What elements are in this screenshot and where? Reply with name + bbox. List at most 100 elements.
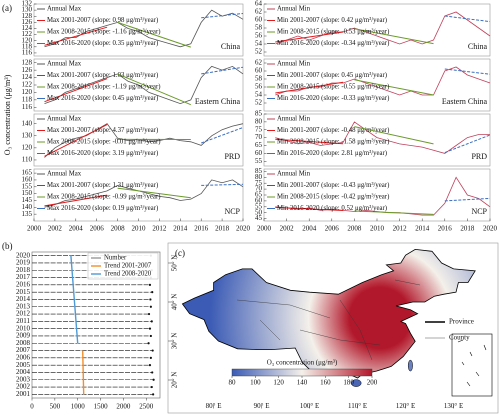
y-tick-label: 64 [255, 0, 263, 8]
x-tick-label: 0 [30, 403, 34, 411]
y-tick-label: 126 [22, 18, 33, 26]
y-tick-label: 60 [255, 149, 263, 157]
series-line [44, 26, 108, 46]
series-line [201, 66, 244, 75]
y-tick-label: 2011 [16, 317, 30, 325]
x-tick-label: 2000 [257, 225, 272, 233]
y-tick-label: 2020 [16, 251, 31, 259]
x-tick-label: 2000 [116, 403, 131, 411]
y-tick-label: 118 [22, 95, 33, 103]
legend-label: Max 2016-2020 (slope: 0.45 μg/m³/year) [47, 95, 158, 102]
legend-label: Annual Max [47, 6, 82, 13]
number-dot [149, 298, 152, 301]
series-line [275, 31, 344, 43]
legend-label: Max 2008-2015 (slope: -0.01 μg/m³/year) [47, 139, 160, 146]
y-tick-label: 2019 [16, 259, 31, 267]
y-tick-label: 45 [255, 214, 263, 222]
legend-label: Annual Min [277, 6, 311, 13]
taiwan [407, 359, 413, 372]
y-tick-label: 2007 [16, 346, 31, 354]
number-dot [151, 371, 154, 374]
region-label: Eastern China [195, 97, 241, 106]
y-tick-label: 2003 [16, 375, 31, 383]
y-tick-label: 2012 [16, 310, 31, 318]
colorbar-tick-label: 80 [229, 379, 237, 387]
number-dot [148, 283, 152, 286]
y-tick-label: 52 [255, 48, 263, 56]
y-tick-label: 62 [255, 59, 263, 67]
series-line [44, 65, 244, 105]
legend-label: Max 2008-2015 (slope: -1.16 μg/m³/year) [47, 29, 160, 36]
legend-label: Min 2008-2015 (slope: -1.58 μg/m³/year) [277, 139, 389, 146]
y-tick-label: 2016 [16, 280, 31, 288]
series-line [354, 210, 434, 215]
x-tick-label: 2010 [370, 225, 385, 233]
region-label: PRD [224, 152, 240, 161]
x-tick-label: 2008 [111, 225, 126, 233]
legend-label: Min 2001-2007 (slope: 0.45 μg/m³/year) [277, 72, 387, 79]
legend-label: Max 2001-2007 (slope: 0.98 μg/m³/year) [47, 17, 158, 24]
y-tick-label: 2004 [16, 368, 31, 376]
legend-label: Min 2001-2007 (slope: -0.43 μg/m³/year) [277, 182, 389, 189]
x-tick-label: 2004 [69, 225, 84, 233]
colorbar-tick-label: 200 [367, 379, 378, 387]
legend-label: Trend 2008-2020 [104, 271, 152, 278]
series-line [444, 197, 491, 202]
y-tick-label: 60 [255, 16, 263, 24]
number-dot [151, 349, 154, 352]
series-line [44, 194, 108, 207]
x-tick-label: 1500 [94, 403, 109, 411]
series-line [201, 127, 244, 144]
x-tick-label: 2016 [438, 225, 453, 233]
y-tick-label: 70 [255, 133, 263, 141]
number-dot [152, 393, 155, 396]
x-tick-label: 2020 [483, 225, 498, 233]
y-tick-label: 65 [255, 141, 263, 149]
series-line [44, 78, 108, 103]
y-tick-label: 70 [255, 185, 263, 193]
hainan [350, 379, 362, 387]
legend-label: Min 2016-2020 (slope: 0.52 μg/m³/year) [277, 205, 387, 212]
x-tick-label: 90° E [254, 402, 270, 410]
x-tick-label: 2006 [90, 225, 105, 233]
series-line [275, 206, 344, 211]
legend-label: Annual Max [47, 116, 82, 123]
legend-label: Min 2008-2015 (slope: -0.53 μg/m³/year) [277, 29, 389, 36]
province-borders [236, 279, 421, 361]
y-tick-label: 85 [255, 167, 263, 175]
y-tick-label: 2013 [16, 302, 31, 310]
panel-label: (c) [175, 248, 185, 258]
legend-label: Annual Min [277, 116, 311, 123]
colorbar-tick-label: 160 [320, 379, 331, 387]
x-tick-label: 1000 [71, 403, 86, 411]
x-tick-label: 2002 [48, 225, 63, 233]
y-tick-label: 20° N [171, 372, 179, 389]
y-tick-label: 75 [255, 179, 263, 187]
y-tick-label: 55 [255, 157, 263, 165]
y-tick-label: 2002 [16, 383, 31, 391]
y-tick-label: 140 [22, 119, 33, 127]
inset-frame [451, 333, 493, 397]
x-tick-label: 500 [50, 403, 61, 411]
colorbar-tick-label: 100 [250, 379, 261, 387]
legend-label: Max 2016-2020 (slope: 0.19 μg/m³/year) [47, 205, 158, 212]
colorbar [231, 368, 373, 377]
y-tick-label: 155 [22, 182, 33, 190]
y-tick-label: 118 [22, 42, 33, 50]
y-tick-label: 145 [22, 196, 33, 204]
x-tick-label: 2016 [194, 225, 209, 233]
y-tick-label: 56 [255, 83, 263, 91]
x-tick-label: 2004 [302, 225, 317, 233]
series-line [117, 73, 191, 106]
y-tick-label: 2005 [16, 361, 31, 369]
y-tick-label: 60 [255, 67, 263, 75]
legend-label: Max 2008-2015 (slope: -0.99 μg/m³/year) [47, 194, 160, 201]
y-tick-label: 80 [255, 173, 263, 181]
y-tick-label: 126 [22, 66, 33, 74]
y-tick-label: 2008 [16, 339, 31, 347]
series-line [44, 179, 244, 208]
y-tick-label: 54 [255, 40, 263, 48]
y-tick-label: 58 [255, 75, 263, 83]
